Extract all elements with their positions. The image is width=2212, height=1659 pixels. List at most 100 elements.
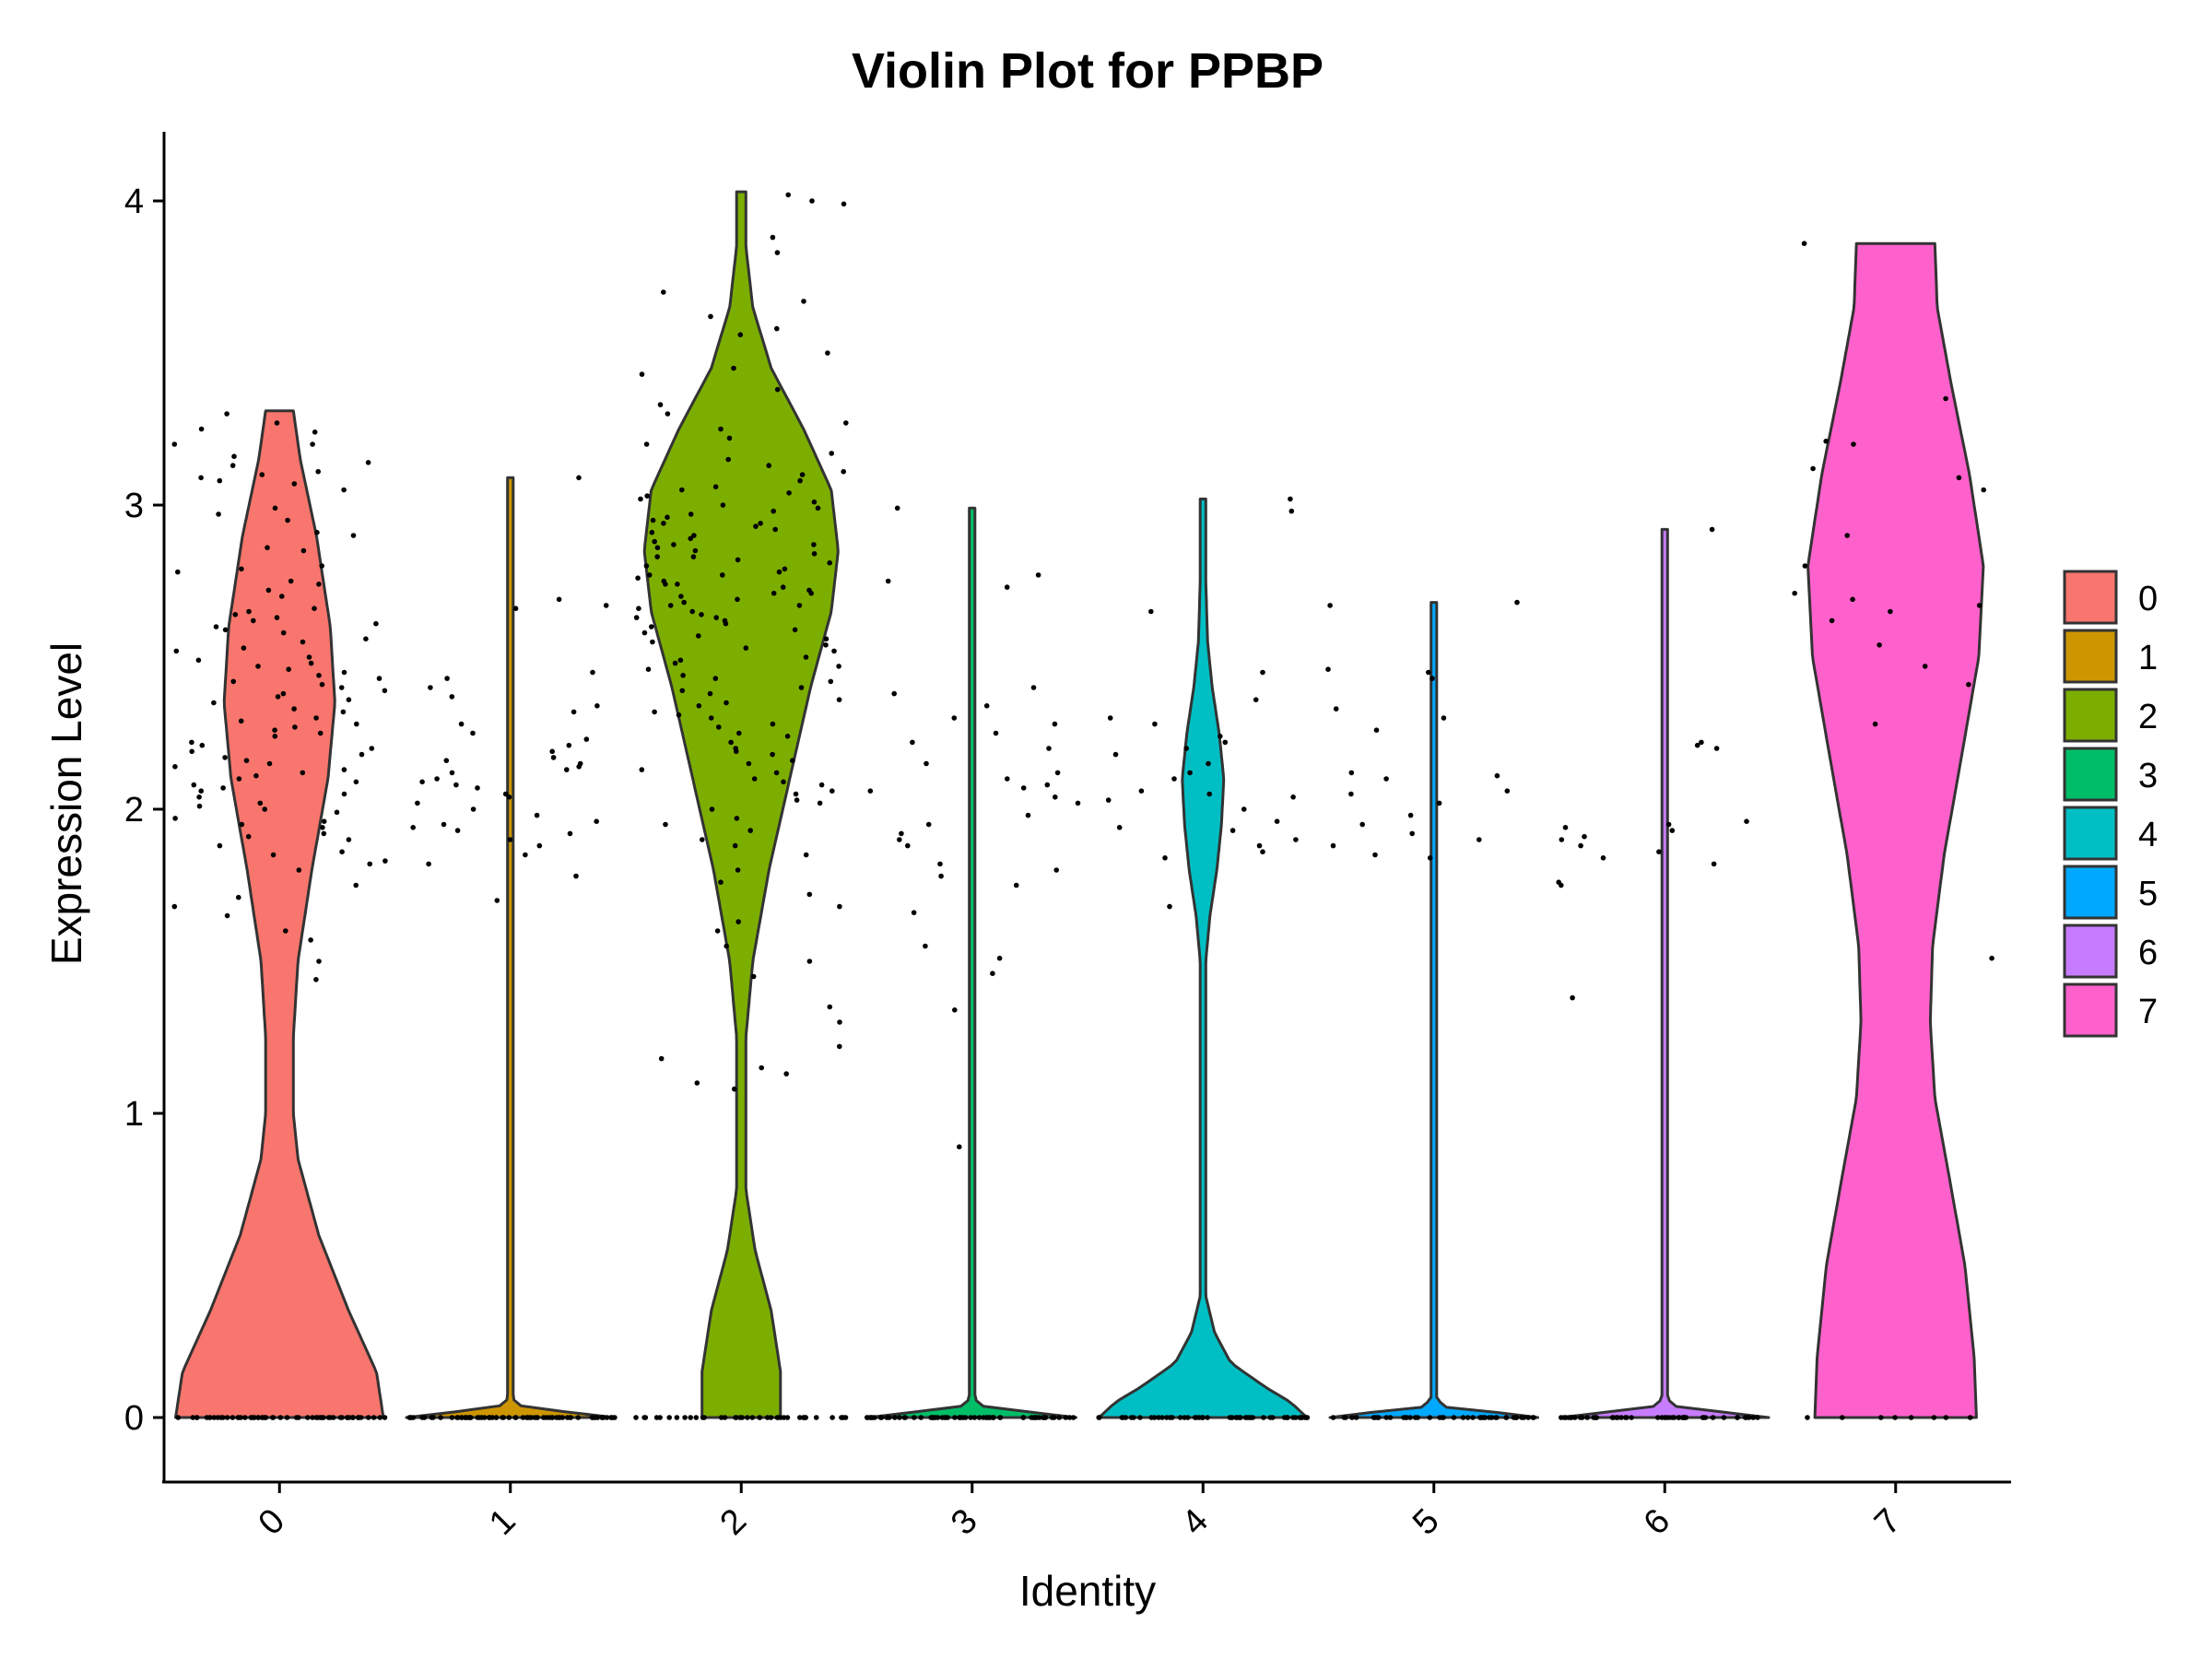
point-1 [573,873,579,879]
point-2 [654,554,660,559]
point-2 [784,1415,791,1420]
point-2 [661,521,666,526]
point-2 [724,943,729,949]
point-1 [576,475,582,481]
point-2 [770,721,776,727]
point-0 [230,678,236,685]
point-3 [996,955,1003,961]
point-2 [790,758,795,763]
point-2 [696,633,701,639]
point-0 [243,758,250,763]
point-6 [1669,828,1676,833]
point-6 [1677,1415,1682,1420]
point-7 [1823,438,1829,444]
point-2 [657,402,664,407]
point-5 [1441,715,1447,721]
point-5 [1412,1415,1418,1420]
point-2 [681,599,687,606]
point-5 [1387,1415,1394,1420]
x-tick-label: 3 [944,1501,985,1543]
point-3 [939,1415,946,1420]
point-6 [1699,739,1704,746]
point-3 [929,1415,935,1420]
point-1 [559,1415,566,1420]
point-4 [1112,751,1119,758]
point-2 [696,703,702,709]
point-3 [1053,867,1059,873]
point-1 [556,596,562,603]
point-2 [843,420,849,426]
point-3 [983,703,990,709]
point-1 [506,1415,512,1420]
x-tick-label: 7 [1867,1501,1909,1543]
y-tick-label: 3 [124,487,144,525]
point-1 [536,842,543,849]
point-0 [270,852,276,858]
point-2 [836,697,842,702]
points-layer [171,192,1994,1420]
point-3 [868,1415,875,1420]
point-0 [312,429,318,435]
point-7 [1892,1415,1898,1420]
point-4 [1167,1415,1173,1420]
point-0 [292,724,298,730]
point-0 [359,751,365,758]
violin-7 [1806,241,1985,1419]
point-2 [747,828,753,833]
point-2 [827,559,832,566]
point-3 [1035,572,1041,578]
point-6 [1561,1415,1567,1420]
point-3 [983,1415,989,1420]
point-1 [590,669,595,676]
point-0 [229,1415,236,1420]
point-1 [512,1415,519,1420]
point-1 [426,861,431,867]
point-0 [316,582,322,587]
point-3 [911,910,917,915]
point-2 [811,542,817,547]
point-6 [1609,1415,1616,1420]
point-0 [308,937,313,943]
point-0 [350,1415,356,1420]
point-1 [603,603,609,608]
x-tick-label: 1 [482,1501,524,1543]
x-axis-ticks: 0 1 2 3 4 5 6 7 [251,1482,1909,1543]
point-0 [341,767,347,772]
point-2 [679,688,686,694]
point-1 [419,779,425,785]
point-5 [1514,599,1520,606]
point-1 [475,785,480,791]
point-2 [771,508,776,514]
point-5 [1470,1415,1476,1420]
point-3 [957,1144,962,1150]
point-0 [190,1415,196,1420]
point-2 [743,645,749,651]
point-3 [951,715,958,721]
point-5 [1341,1415,1347,1420]
point-5 [1327,603,1333,608]
point-1 [512,606,519,611]
point-2 [646,572,653,578]
point-0 [265,545,270,550]
point-7 [1844,533,1850,538]
point-5 [1477,837,1482,842]
point-2 [712,676,719,681]
point-6 [1755,1415,1760,1420]
point-6 [1694,742,1700,748]
point-4 [1297,1415,1302,1420]
x-axis-label: Identity [1019,1567,1156,1615]
point-2 [786,490,792,496]
point-2 [693,1415,700,1420]
point-7 [1850,596,1855,603]
violin-1 [405,476,616,1419]
point-2 [785,192,791,198]
point-2 [691,533,697,538]
point-2 [736,730,742,736]
point-2 [665,411,671,417]
point-0 [321,818,327,824]
point-0 [211,700,217,706]
point-0 [213,624,219,629]
point-6 [1624,1415,1630,1420]
point-2 [708,715,714,721]
point-3 [991,1415,996,1420]
